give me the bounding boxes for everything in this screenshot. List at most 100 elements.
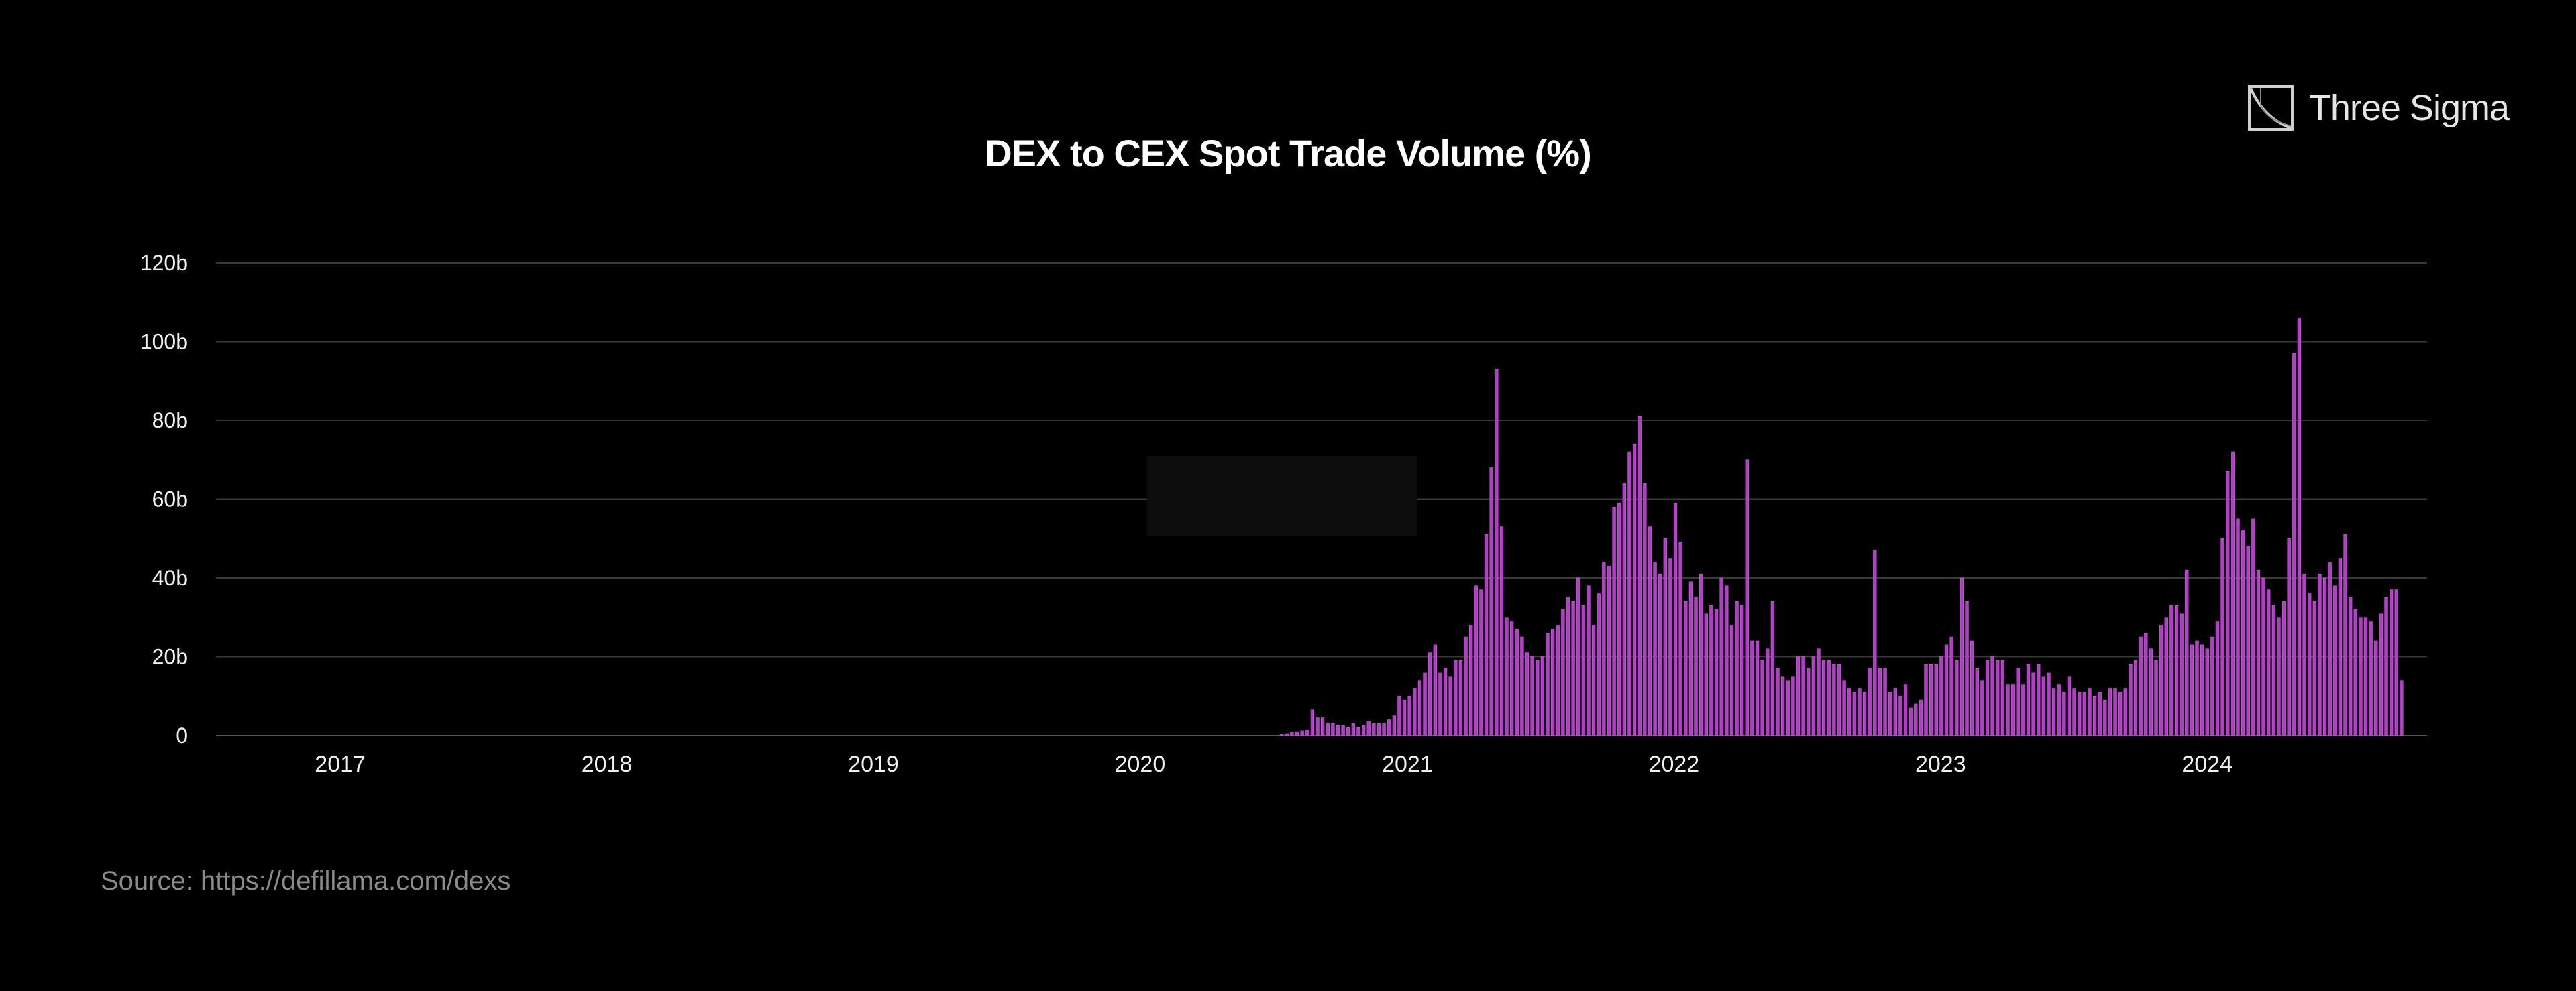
bar	[1540, 656, 1545, 736]
bar	[2267, 589, 2271, 736]
bar	[1489, 467, 1493, 736]
bar	[1858, 688, 1862, 736]
x-tick-label: 2022	[1649, 752, 1700, 777]
bar	[1949, 636, 1953, 736]
bar	[2333, 585, 2337, 736]
bar	[1643, 483, 1647, 736]
bar	[1382, 723, 1386, 736]
bar	[1571, 601, 1575, 736]
bar	[1985, 660, 1990, 736]
bar	[1821, 660, 1826, 736]
bar	[2246, 546, 2250, 736]
bar	[2277, 617, 2281, 736]
bar	[2374, 640, 2378, 736]
bar	[1587, 585, 1591, 736]
bar-series	[1279, 317, 2404, 736]
bar	[1719, 577, 1723, 736]
bar	[2308, 593, 2312, 736]
bar	[1622, 483, 1626, 736]
bar	[1505, 617, 1509, 736]
bar	[1438, 672, 1442, 736]
bar	[1893, 688, 1897, 736]
bar	[1996, 660, 2000, 736]
bar	[2297, 317, 2302, 736]
bar	[2133, 660, 2138, 736]
bar	[2261, 577, 2265, 736]
bar	[2062, 692, 2066, 736]
bar	[1417, 680, 1422, 736]
bar	[1960, 577, 1964, 736]
bar	[2353, 609, 2357, 736]
bar	[1576, 577, 1580, 736]
bar	[1827, 660, 1831, 736]
bar	[1755, 640, 1760, 736]
bar	[2174, 605, 2179, 736]
bar	[2231, 451, 2235, 736]
bar	[1602, 562, 1606, 736]
bar	[1760, 660, 1764, 736]
bar	[1729, 625, 1734, 736]
bar	[1407, 695, 1411, 736]
bar	[1428, 652, 1432, 736]
placeholder-panel	[1147, 456, 1417, 536]
bar	[1970, 640, 1974, 736]
bar	[2400, 680, 2404, 736]
x-tick-label: 2020	[1115, 752, 1166, 777]
bar	[1316, 717, 1320, 736]
bar	[2144, 632, 2148, 736]
bar	[2051, 688, 2056, 736]
bar	[1356, 727, 1360, 736]
bar	[2067, 676, 2072, 736]
bar	[1515, 629, 1519, 736]
bar	[2215, 621, 2220, 736]
bar	[1699, 573, 1703, 736]
bar	[2369, 621, 2373, 736]
bar	[2098, 692, 2102, 736]
bar	[1458, 660, 1463, 736]
bar	[1811, 656, 1816, 736]
bar	[1372, 723, 1376, 736]
bar	[1479, 589, 1483, 736]
x-tick-label: 2023	[1915, 752, 1966, 777]
brand-name: Three Sigma	[2308, 88, 2510, 128]
y-tick-label: 60b	[152, 487, 188, 512]
bar	[2037, 664, 2041, 736]
bar	[1561, 609, 1565, 736]
y-tick-label: 40b	[152, 566, 188, 590]
bar	[1300, 730, 1304, 736]
bar	[1648, 526, 1652, 736]
bar	[2164, 617, 2168, 736]
bar	[1663, 538, 1667, 736]
bar	[1919, 699, 1923, 736]
bar	[1801, 656, 1805, 736]
bar	[2185, 569, 2189, 736]
bar	[2292, 353, 2296, 736]
bar	[2006, 684, 2010, 736]
bar	[1397, 695, 1401, 736]
bar	[2359, 617, 2363, 736]
bar	[2328, 562, 2332, 736]
bar	[2220, 538, 2224, 736]
bar	[1714, 609, 1719, 736]
bar	[1530, 656, 1534, 736]
bar	[2123, 688, 2127, 736]
bar	[1464, 636, 1468, 736]
bar	[1387, 719, 1391, 736]
bar	[1955, 660, 1959, 736]
bar	[1694, 597, 1698, 736]
bar	[1402, 699, 1407, 736]
bar	[1780, 676, 1785, 736]
bar	[1776, 668, 1780, 736]
three-sigma-logo-icon	[2247, 85, 2294, 131]
bar	[2226, 471, 2230, 736]
bar	[2139, 636, 2143, 736]
y-tick-label: 100b	[140, 330, 188, 354]
bar	[2271, 605, 2276, 736]
y-tick-label: 120b	[140, 251, 188, 275]
bar	[2021, 684, 2025, 736]
bar	[1862, 692, 1867, 736]
bar	[1351, 723, 1356, 736]
bar	[2343, 534, 2347, 736]
bar	[2078, 692, 2082, 736]
